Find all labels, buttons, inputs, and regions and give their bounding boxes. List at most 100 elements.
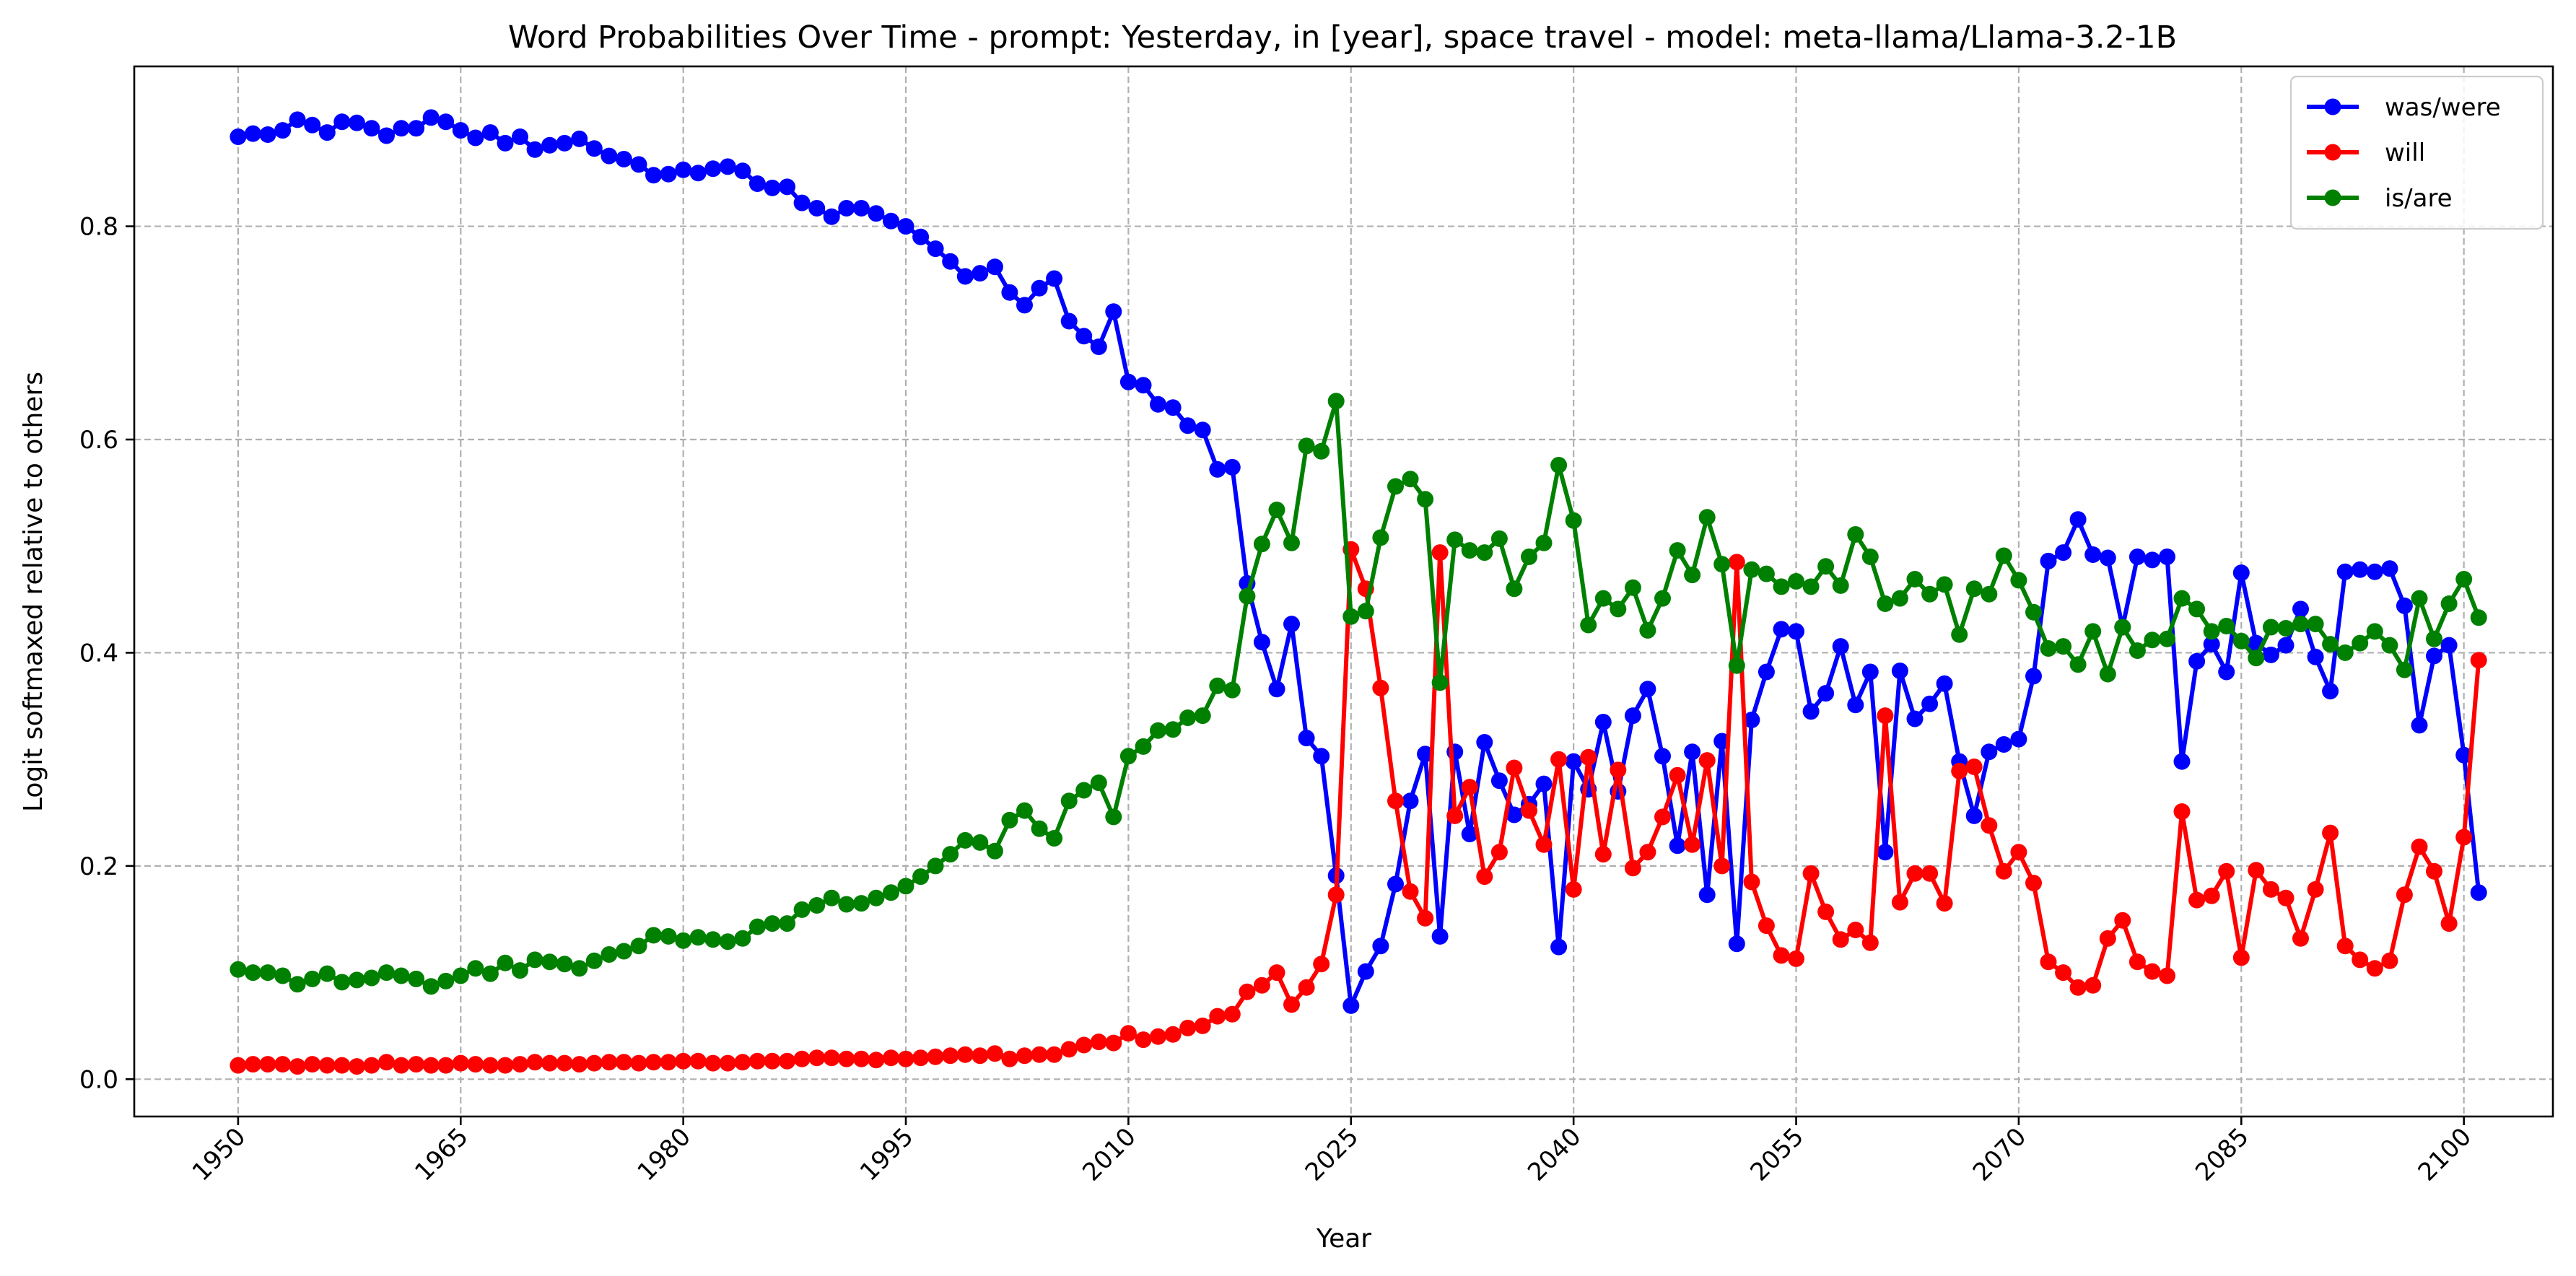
data-point (245, 125, 261, 142)
data-point (1298, 979, 1315, 996)
data-point (2069, 656, 2087, 673)
data-point (1119, 1025, 1137, 1042)
data-point (734, 1054, 751, 1071)
x-axis-label: Year (1316, 1224, 1371, 1254)
data-point (1773, 621, 1790, 638)
data-point (378, 964, 395, 982)
data-point (1268, 502, 1285, 518)
data-point (1684, 567, 1701, 584)
data-point (1150, 396, 1166, 413)
data-point (571, 130, 588, 147)
data-point (2366, 563, 2383, 580)
grid-lines (134, 66, 2553, 1116)
data-point (1877, 844, 1894, 861)
data-point (318, 965, 336, 982)
data-point (2040, 552, 2057, 569)
data-point (1713, 556, 1731, 573)
data-point (1387, 875, 1404, 893)
data-point (2144, 963, 2161, 980)
data-point (512, 1056, 528, 1073)
data-point (1001, 811, 1018, 829)
data-point (734, 930, 751, 947)
data-point (1654, 748, 1671, 765)
data-point (1684, 836, 1701, 853)
data-point (259, 126, 276, 143)
y-tick-label: 0.8 (79, 213, 118, 242)
data-point (348, 971, 365, 989)
data-point (1535, 534, 1553, 551)
data-point (2381, 637, 2398, 654)
data-point (1342, 608, 1360, 625)
data-point (1313, 956, 1330, 973)
data-point (1105, 1034, 1122, 1052)
data-point (942, 846, 959, 863)
data-point (2218, 862, 2235, 880)
data-point (2040, 640, 2057, 657)
data-point (1209, 1008, 1226, 1025)
data-point (230, 128, 247, 145)
data-point (972, 265, 989, 282)
data-point (1268, 964, 1285, 982)
data-point (437, 1057, 455, 1074)
data-point (422, 1057, 440, 1074)
data-point (719, 158, 736, 175)
data-point (1327, 886, 1345, 904)
data-point (660, 165, 677, 183)
data-point (2099, 930, 2116, 947)
data-point (1016, 1047, 1033, 1065)
data-point (1342, 997, 1360, 1014)
data-point (1223, 458, 1241, 476)
data-point (1817, 685, 1835, 702)
data-point (1476, 868, 1493, 886)
data-point (571, 1056, 588, 1073)
data-point (2084, 976, 2102, 994)
data-point (1490, 772, 1508, 790)
data-point (1164, 1026, 1182, 1043)
data-point (912, 1049, 930, 1067)
data-point (2470, 609, 2487, 626)
data-point (1669, 837, 1686, 855)
data-point (1417, 491, 1434, 508)
data-point (719, 933, 736, 951)
data-point (1654, 590, 1671, 607)
data-point (2069, 511, 2087, 528)
data-point (2322, 683, 2339, 700)
y-axis-label: Logit softmaxed relative to others (19, 372, 48, 812)
data-point (1698, 886, 1716, 904)
data-point (1075, 782, 1093, 799)
data-point (585, 140, 603, 157)
data-point (793, 901, 811, 918)
data-point (660, 1054, 677, 1071)
data-point (1372, 529, 1389, 546)
data-point (2440, 915, 2458, 932)
data-point (927, 1048, 944, 1065)
data-point (660, 927, 677, 945)
data-point (2218, 663, 2235, 681)
data-point (1431, 674, 1449, 691)
data-point (363, 969, 380, 987)
data-point (1521, 549, 1537, 565)
data-point (512, 962, 528, 979)
data-point (704, 160, 722, 178)
data-point (2188, 600, 2206, 618)
data-point (1105, 808, 1122, 826)
data-point (2025, 875, 2042, 891)
data-point (675, 932, 692, 949)
data-point (1135, 1031, 1152, 1049)
data-point (2277, 889, 2295, 906)
data-point (2440, 637, 2458, 654)
data-point (1046, 1046, 1063, 1063)
data-point (2352, 634, 2369, 652)
data-point (2470, 884, 2487, 901)
data-point (1506, 759, 1523, 777)
data-point (2025, 603, 2042, 621)
data-point (1788, 950, 1804, 967)
data-point (615, 151, 632, 167)
data-point (289, 976, 306, 993)
data-point (1357, 963, 1374, 980)
data-point (2173, 803, 2191, 820)
data-point (1728, 935, 1745, 953)
data-point (2396, 886, 2413, 904)
data-point (2248, 862, 2265, 879)
data-point (1936, 576, 1953, 593)
